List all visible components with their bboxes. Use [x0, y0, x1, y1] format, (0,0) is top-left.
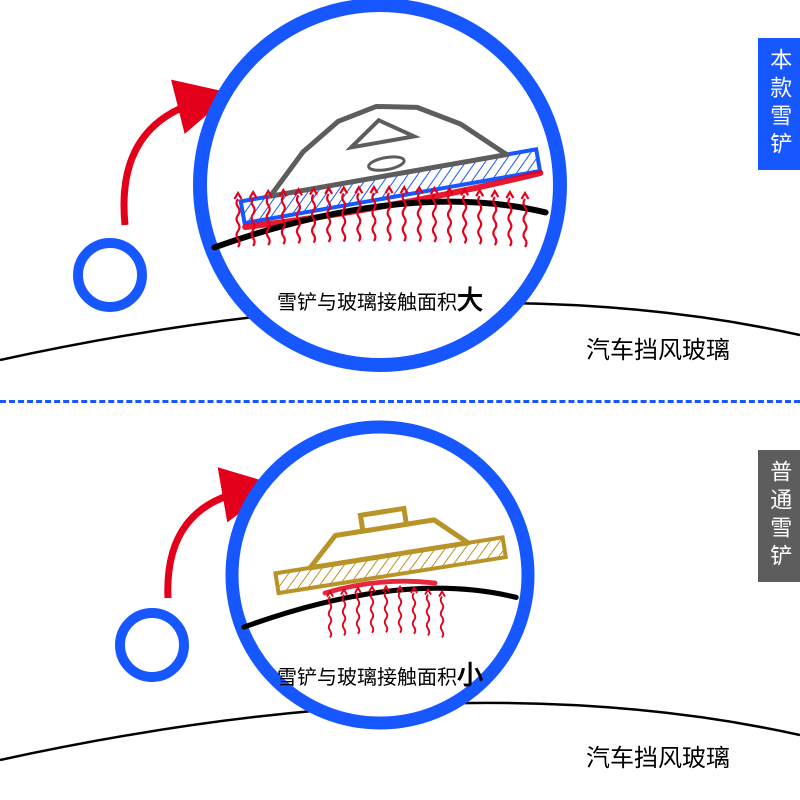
- bottom-panel: 普通雪铲 汽车挡风玻璃: [0, 400, 800, 800]
- top-panel: 本款雪铲 汽车挡风玻璃: [0, 0, 800, 400]
- bottom-caption: 汽车挡风玻璃: [586, 738, 730, 773]
- top-side-label: 本款雪铲: [758, 38, 800, 170]
- top-caption: 汽车挡风玻璃: [586, 330, 730, 365]
- bottom-desc: 雪铲与玻璃接触面积小: [230, 655, 530, 692]
- top-desc: 雪铲与玻璃接触面积大: [230, 280, 530, 317]
- bottom-side-label: 普通雪铲: [758, 450, 800, 582]
